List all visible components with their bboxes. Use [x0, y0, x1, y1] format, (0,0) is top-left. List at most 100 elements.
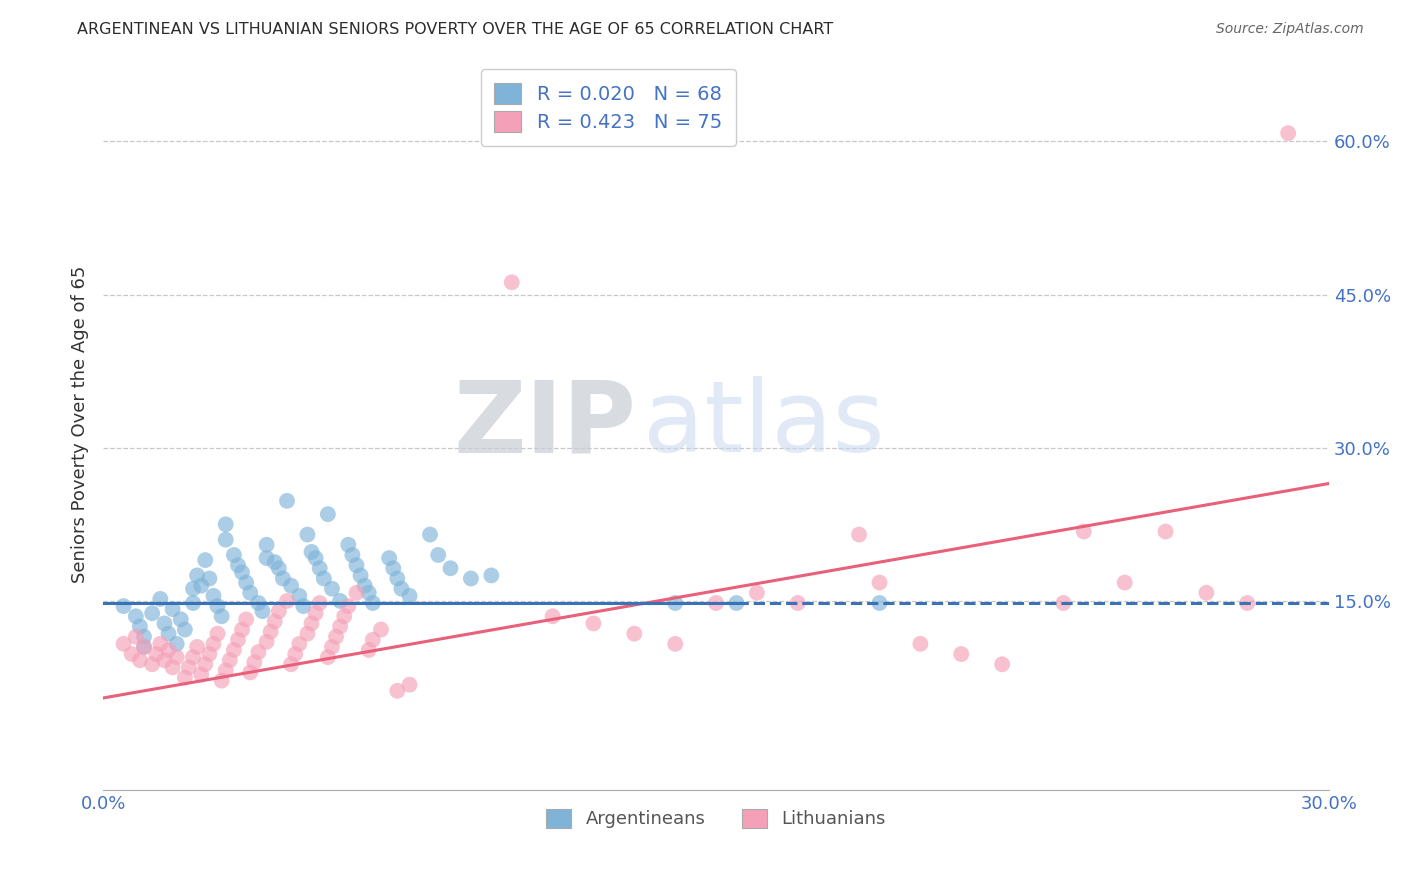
Point [329, 619, 352, 633]
Point [132, 640, 155, 654]
Point [132, 640, 155, 654]
Point [623, 626, 645, 640]
Point [121, 647, 143, 661]
Point [582, 616, 605, 631]
Point [263, 555, 285, 569]
Point [280, 579, 302, 593]
Point [950, 647, 973, 661]
Point [256, 635, 278, 649]
Point [321, 582, 343, 596]
Point [173, 671, 195, 685]
Point [297, 626, 319, 640]
Point [398, 589, 420, 603]
Point [141, 606, 163, 620]
Point [207, 626, 229, 640]
Point [427, 548, 450, 562]
Text: ZIP: ZIP [454, 376, 637, 474]
Text: atlas: atlas [643, 376, 884, 474]
Point [786, 596, 808, 610]
Point [162, 602, 184, 616]
Point [1277, 126, 1299, 140]
Point [173, 623, 195, 637]
Point [284, 647, 307, 661]
Point [370, 623, 392, 637]
Point [316, 507, 339, 521]
Point [725, 596, 748, 610]
Point [211, 673, 233, 688]
Point [129, 653, 152, 667]
Point [153, 653, 176, 667]
Point [125, 609, 148, 624]
Point [260, 624, 283, 639]
Point [1236, 596, 1258, 610]
Point [267, 604, 290, 618]
Point [198, 572, 221, 586]
Point [198, 647, 221, 661]
Point [391, 582, 413, 596]
Point [349, 568, 371, 582]
Point [186, 640, 208, 654]
Point [1195, 586, 1218, 600]
Point [664, 637, 686, 651]
Point [280, 657, 302, 672]
Point [361, 632, 384, 647]
Point [1114, 575, 1136, 590]
Point [239, 665, 262, 680]
Point [1073, 524, 1095, 539]
Point [329, 594, 352, 608]
Point [991, 657, 1014, 672]
Point [202, 589, 225, 603]
Point [398, 678, 420, 692]
Point [129, 619, 152, 633]
Point [333, 609, 356, 624]
Point [181, 596, 204, 610]
Point [202, 637, 225, 651]
Point [149, 637, 172, 651]
Point [222, 548, 245, 562]
Point [125, 630, 148, 644]
Point [337, 599, 360, 613]
Point [301, 545, 323, 559]
Point [419, 527, 441, 541]
Point [211, 609, 233, 624]
Point [263, 615, 285, 629]
Point [207, 599, 229, 613]
Legend: Argentineans, Lithuanians: Argentineans, Lithuanians [538, 801, 893, 836]
Text: Source: ZipAtlas.com: Source: ZipAtlas.com [1216, 22, 1364, 37]
Point [664, 596, 686, 610]
Text: ARGENTINEAN VS LITHUANIAN SENIORS POVERTY OVER THE AGE OF 65 CORRELATION CHART: ARGENTINEAN VS LITHUANIAN SENIORS POVERT… [77, 22, 834, 37]
Point [132, 630, 155, 644]
Point [848, 527, 870, 541]
Point [215, 533, 238, 547]
Point [387, 572, 409, 586]
Point [910, 637, 932, 651]
Point [194, 657, 217, 672]
Point [361, 596, 384, 610]
Point [247, 596, 270, 610]
Point [308, 561, 330, 575]
Point [166, 637, 188, 651]
Point [239, 586, 262, 600]
Point [276, 493, 298, 508]
Point [288, 637, 311, 651]
Point [276, 594, 298, 608]
Point [190, 579, 212, 593]
Point [501, 275, 523, 289]
Point [1154, 524, 1177, 539]
Point [112, 599, 135, 613]
Point [869, 575, 891, 590]
Point [745, 586, 768, 600]
Point [382, 561, 405, 575]
Point [704, 596, 727, 610]
Point [177, 660, 200, 674]
Y-axis label: Seniors Poverty Over the Age of 65: Seniors Poverty Over the Age of 65 [72, 266, 89, 583]
Point [387, 683, 409, 698]
Point [226, 558, 249, 573]
Point [312, 572, 335, 586]
Point [267, 561, 290, 575]
Point [316, 650, 339, 665]
Point [357, 643, 380, 657]
Point [357, 586, 380, 600]
Point [153, 616, 176, 631]
Point [378, 551, 401, 566]
